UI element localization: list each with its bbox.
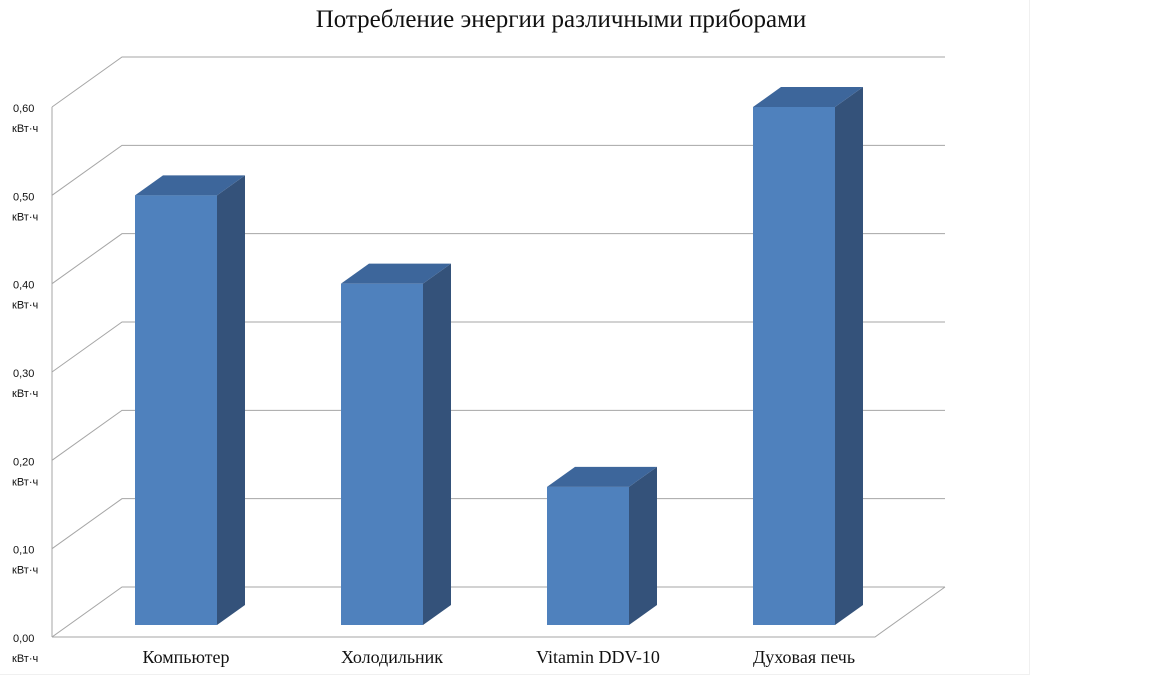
bar-top (341, 263, 451, 284)
y-tick-label: 0,00 (13, 633, 34, 645)
bar-top (135, 175, 245, 196)
gridline (51, 56, 945, 108)
bar-side (217, 175, 245, 626)
y-tick-unit: кВт·ч (12, 211, 38, 223)
bar (341, 263, 451, 625)
gridline (51, 144, 945, 196)
y-tick-label: 0,60 (13, 103, 34, 115)
bar-top (547, 466, 657, 487)
y-tick-label: 0,10 (13, 545, 34, 557)
y-tick-label: 0,50 (13, 191, 34, 203)
y-tick-unit: кВт·ч (12, 388, 38, 400)
bar-top (753, 87, 863, 107)
x-tick-label: Vitamin DDV-10 (536, 647, 660, 667)
chart-title: Потребление энергии различными приборами (315, 6, 807, 33)
gridlines (51, 56, 945, 638)
gridline (51, 586, 945, 638)
bar-side (629, 466, 657, 625)
y-tick-label: 0,40 (13, 280, 34, 292)
gridline (51, 498, 945, 550)
gridline (51, 233, 945, 285)
bar-front (135, 195, 217, 626)
bar-front (547, 486, 629, 625)
y-tick-unit: кВт·ч (12, 565, 38, 577)
bar (135, 175, 245, 626)
bar-front (753, 107, 835, 625)
gridline (51, 321, 945, 373)
bar (753, 87, 863, 625)
x-axis: Компьютер Холодильник Vitamin DDV-10 Духова… (142, 647, 855, 667)
x-tick-label: Компьютер (142, 647, 229, 667)
x-tick-label: Духовая печь (753, 647, 855, 667)
bar-side (423, 263, 451, 625)
bar-front (341, 283, 423, 625)
x-tick-label: Холодильник (341, 647, 443, 667)
y-tick-label: 0,20 (13, 456, 34, 468)
y-tick-unit: кВт·ч (12, 123, 38, 135)
bars (135, 87, 863, 626)
floor-edge (52, 586, 946, 638)
bar-side (835, 87, 863, 625)
y-tick-unit: кВт·ч (12, 476, 38, 488)
gridline (51, 409, 945, 461)
y-tick-unit: кВт·ч (12, 300, 38, 312)
y-tick-unit: кВт·ч (12, 653, 38, 665)
bar (547, 466, 657, 625)
y-tick-label: 0,30 (13, 368, 34, 380)
y-axis: 0,00 кВт·ч 0,10 кВт·ч 0,20 кВт·ч 0,30 кВт·ч 0,40… (12, 103, 38, 665)
